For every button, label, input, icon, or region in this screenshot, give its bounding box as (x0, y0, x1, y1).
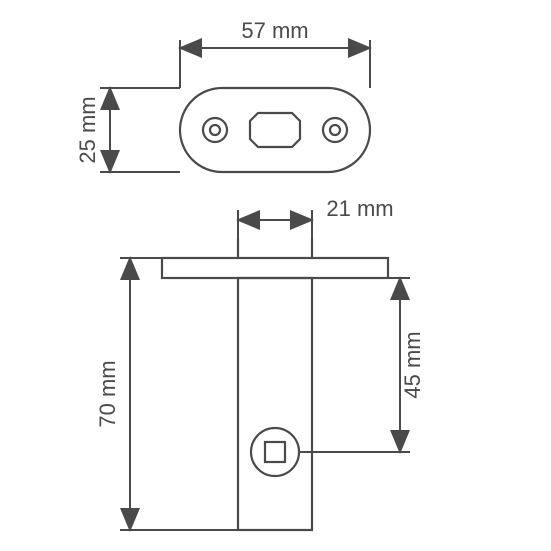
plate-outline (180, 88, 370, 172)
dimension-21mm: 21 mm (238, 196, 394, 238)
flange (162, 258, 388, 278)
dim-label-25: 25 mm (75, 96, 100, 163)
dimension-45mm: 45 mm (299, 278, 425, 452)
side-view (162, 238, 388, 530)
boss-circle (251, 428, 299, 476)
screw-hole-left-outer (203, 118, 227, 142)
dim-label-70: 70 mm (95, 360, 120, 427)
screw-hole-right-inner (330, 125, 340, 135)
dim-label-57: 57 mm (241, 18, 308, 43)
dimension-25mm: 25 mm (75, 88, 180, 172)
screw-hole-left-inner (210, 125, 220, 135)
top-view (180, 88, 370, 172)
dimension-57mm: 57 mm (180, 18, 370, 88)
dimension-70mm: 70 mm (95, 258, 238, 530)
dim-label-45: 45 mm (400, 331, 425, 398)
screw-hole-right-outer (323, 118, 347, 142)
body (238, 278, 312, 530)
center-slot (250, 113, 300, 147)
technical-drawing: 57 mm 25 mm 21 mm 70 mm (0, 0, 551, 551)
dim-label-21: 21 mm (326, 196, 393, 221)
